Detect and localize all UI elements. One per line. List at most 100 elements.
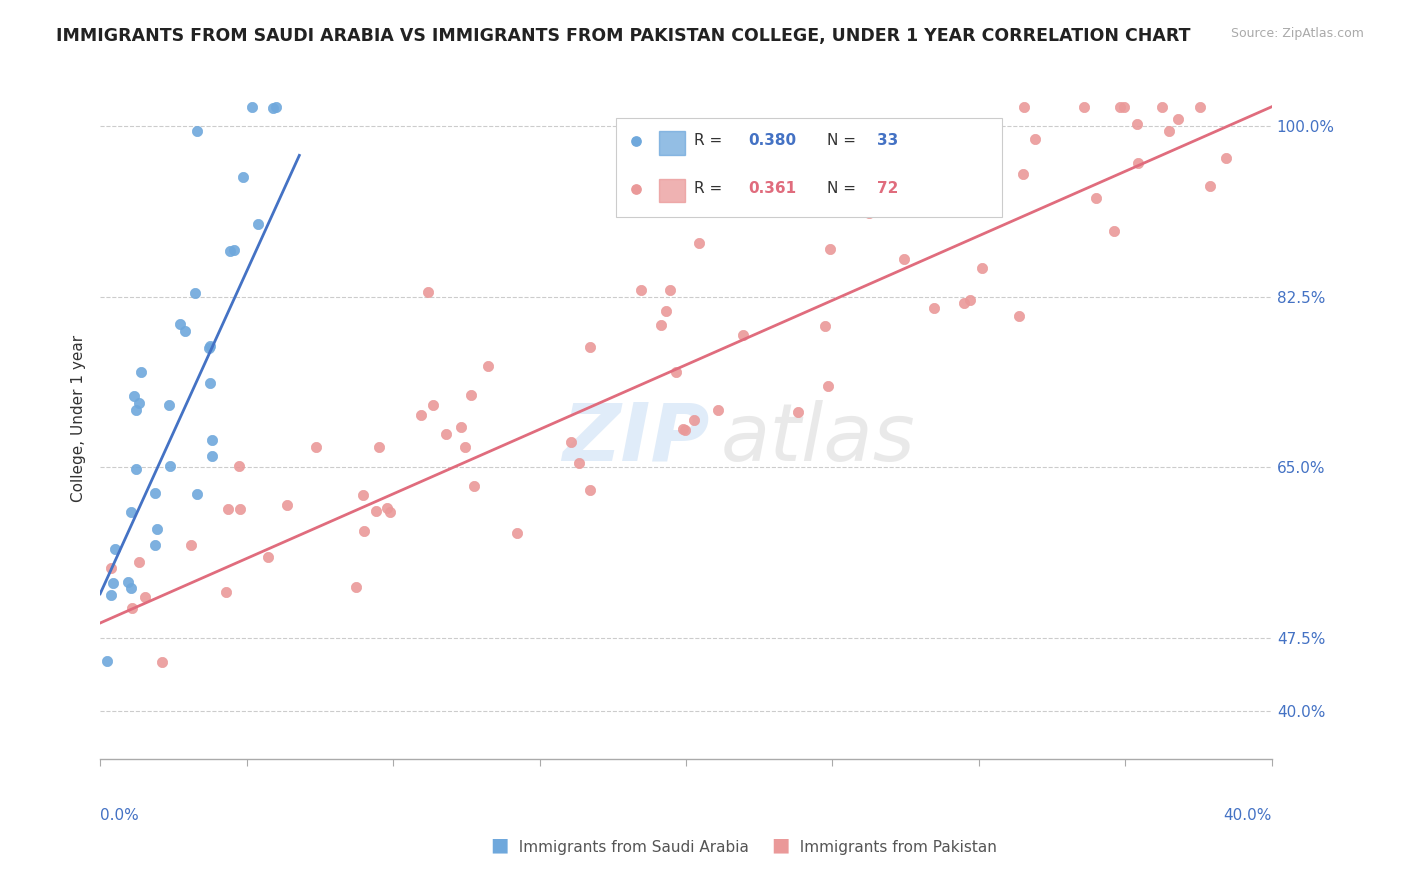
Point — [665, 365, 688, 379]
Point — [1073, 100, 1095, 114]
Point — [409, 408, 432, 422]
Point — [953, 295, 976, 310]
Point — [240, 100, 263, 114]
Point — [222, 243, 245, 257]
Text: 0.0%: 0.0% — [100, 808, 139, 823]
Point — [143, 486, 166, 500]
Point — [367, 440, 389, 454]
Point — [143, 537, 166, 551]
Point — [134, 590, 156, 604]
Point — [1126, 117, 1149, 131]
Point — [353, 524, 375, 538]
Point — [454, 440, 477, 454]
Point — [305, 440, 328, 454]
Point — [100, 561, 122, 575]
Text: Source: ZipAtlas.com: Source: ZipAtlas.com — [1230, 27, 1364, 40]
Point — [96, 654, 118, 668]
Point — [122, 389, 145, 403]
Point — [434, 426, 457, 441]
Point — [1167, 112, 1189, 127]
Point — [169, 317, 191, 331]
Point — [232, 170, 254, 185]
Point — [814, 318, 837, 333]
Text: Immigrants from Pakistan: Immigrants from Pakistan — [790, 839, 997, 855]
Point — [120, 505, 142, 519]
Point — [159, 459, 181, 474]
Point — [506, 525, 529, 540]
Text: atlas: atlas — [721, 400, 915, 478]
Point — [1102, 224, 1125, 238]
Text: R =: R = — [695, 134, 727, 148]
Point — [416, 285, 439, 300]
Text: 0.361: 0.361 — [748, 181, 796, 196]
Point — [893, 252, 915, 266]
Point — [217, 501, 239, 516]
Point — [228, 502, 250, 516]
Point — [344, 580, 367, 594]
Point — [157, 398, 180, 412]
Point — [375, 500, 398, 515]
Text: R =: R = — [695, 181, 727, 196]
Point — [184, 286, 207, 301]
Point — [1199, 179, 1222, 194]
Point — [568, 456, 591, 470]
Point — [1159, 124, 1181, 138]
Point — [173, 324, 195, 338]
Point — [201, 433, 224, 447]
Point — [378, 505, 401, 519]
Point — [650, 318, 672, 333]
Point — [959, 293, 981, 307]
Point — [103, 575, 125, 590]
Point — [673, 423, 696, 437]
Point — [186, 124, 208, 138]
Point — [450, 420, 472, 434]
Point — [150, 655, 173, 669]
Point — [858, 206, 880, 220]
Point — [1024, 132, 1046, 146]
Point — [120, 581, 142, 595]
FancyBboxPatch shape — [616, 119, 1002, 218]
Point — [1188, 100, 1211, 114]
Y-axis label: College, Under 1 year: College, Under 1 year — [72, 334, 86, 502]
Point — [579, 341, 602, 355]
Point — [198, 376, 221, 390]
Bar — [659, 131, 685, 154]
Point — [215, 585, 238, 599]
Point — [1012, 100, 1035, 114]
Point — [117, 574, 139, 589]
Text: ■: ■ — [489, 836, 509, 855]
Point — [228, 458, 250, 473]
Text: 72: 72 — [877, 181, 898, 196]
Point — [731, 327, 754, 342]
Point — [128, 555, 150, 569]
Text: ■: ■ — [770, 836, 790, 855]
Text: 0.380: 0.380 — [748, 134, 796, 148]
Point — [786, 404, 808, 418]
Bar — [659, 179, 685, 202]
Point — [655, 303, 678, 318]
Point — [560, 435, 582, 450]
Point — [129, 365, 152, 379]
Point — [671, 422, 693, 436]
Point — [125, 403, 148, 417]
Point — [124, 462, 146, 476]
Point — [1215, 151, 1237, 165]
Point — [904, 161, 927, 176]
Point — [352, 488, 374, 502]
Point — [246, 217, 269, 231]
Point — [200, 339, 222, 353]
Point — [970, 261, 993, 276]
Point — [477, 359, 499, 373]
Point — [706, 403, 728, 417]
Text: ZIP: ZIP — [562, 400, 710, 478]
Point — [578, 483, 600, 498]
Point — [180, 538, 202, 552]
Text: Immigrants from Saudi Arabia: Immigrants from Saudi Arabia — [509, 839, 749, 855]
Point — [266, 100, 288, 114]
Point — [146, 522, 169, 536]
Point — [104, 541, 127, 556]
Point — [422, 398, 444, 412]
Point — [257, 550, 280, 565]
Point — [186, 487, 208, 501]
Point — [262, 101, 284, 115]
